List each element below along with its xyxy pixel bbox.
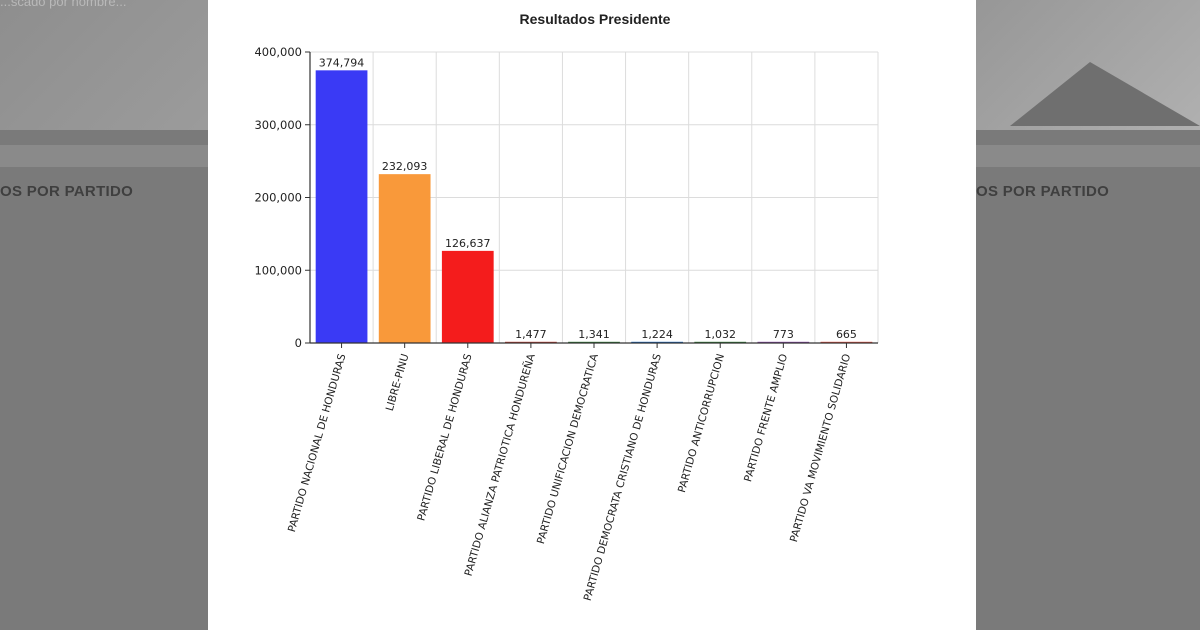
y-tick-label: 200,000 [254,191,302,205]
chart-title: Resultados Presidente [520,11,671,27]
bar[interactable] [378,174,431,343]
data-label: 374,794 [319,56,365,69]
category-label: PARTIDO UNIFICACION DEMOCRATICA [535,352,601,546]
category-label: PARTIDO ANTICORRUPCION [676,353,727,495]
data-label: 232,093 [382,160,428,173]
data-label: 1,477 [515,328,547,341]
data-label: 665 [836,328,857,341]
background-decoration [1010,62,1200,126]
data-label: 126,637 [445,237,491,250]
background-search-text: ...scado por nombre... [0,0,127,9]
background-heading-right: OS POR PARTIDO [976,183,1110,200]
data-label: 773 [773,328,794,341]
category-labels: PARTIDO NACIONAL DE HONDURAS LIBRE-PINU PA… [286,351,853,602]
y-tick-label: 0 [295,336,302,350]
y-axis-labels: 0 100,000 200,000 300,000 400,000 [254,45,302,350]
chart-modal: Resultados Presidente 0 100,000 200,000 300… [208,0,976,630]
y-tick-label: 100,000 [254,263,302,277]
bar-chart: Resultados Presidente 0 100,000 200,000 300… [254,11,879,602]
y-tick-label: 400,000 [254,45,302,59]
data-label: 1,224 [641,328,673,341]
bar[interactable] [315,70,368,343]
data-label: 1,341 [578,328,610,341]
data-labels: 374,794 232,093 126,637 1,477 1,341 1,224 1,03… [319,56,857,340]
category-label: LIBRE-PINU [384,353,412,413]
chart-axes [305,51,878,348]
category-label: PARTIDO ALIANZA PATRIOTICA HONDUREÑA [462,351,538,577]
category-label: PARTIDO NACIONAL DE HONDURAS [286,352,349,533]
bar[interactable] [441,250,494,343]
category-label: PARTIDO FRENTE AMPLIO [742,353,790,484]
background-heading-left: OS POR PARTIDO [0,183,134,200]
category-label: PARTIDO VA MOVIMIENTO SOLIDARIO [788,353,853,544]
category-label: PARTIDO LIBERAL DE HONDURAS [415,352,474,522]
category-label: PARTIDO DEMOCRATA CRISTIANO DE HONDURAS [582,352,664,602]
y-tick-label: 300,000 [254,118,302,132]
data-label: 1,032 [704,328,736,341]
chart-bars [315,70,873,343]
